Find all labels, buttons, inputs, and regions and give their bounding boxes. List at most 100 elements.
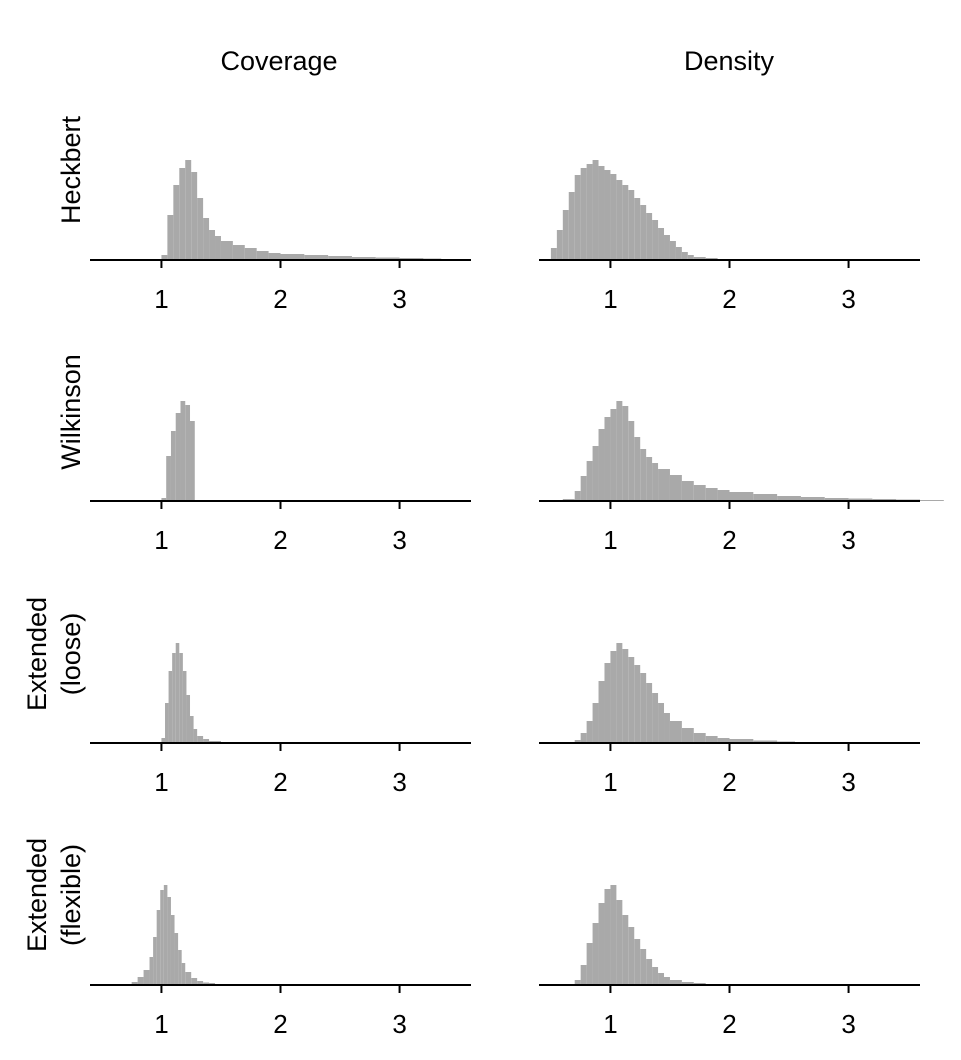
histogram-bar: [669, 980, 682, 985]
histogram-bar: [170, 915, 175, 985]
histogram-bar: [592, 923, 599, 985]
histogram-bar: [351, 257, 376, 260]
histogram-bar: [610, 651, 617, 743]
histogram-bar: [586, 164, 593, 260]
x-tick-label: 3: [392, 1009, 406, 1039]
histogram-bar: [203, 739, 210, 743]
panel-heckbert-density: 1 2 3: [539, 160, 920, 314]
column-title-coverage: Coverage: [220, 46, 337, 76]
panel-heckbert-coverage: 1 2 3: [90, 160, 471, 314]
histogram-bar: [675, 247, 682, 260]
histogram-bar: [610, 885, 617, 985]
histogram-bar: [182, 671, 187, 743]
x-tick-label: 3: [392, 525, 406, 555]
row-title-extended-flexible-line-2: (flexible): [56, 844, 86, 946]
row-title-heckbert-line-1: Heckbert: [56, 115, 86, 224]
histogram-bar: [568, 192, 575, 260]
histogram-bar: [174, 933, 179, 985]
x-tick-label: 2: [273, 284, 287, 314]
panels: 1 2 3 1 2 3 1 2 3 1 2 3 1 2 3 1 2 3 1 2 3 1 2 3: [90, 160, 944, 1039]
histogram-bar: [168, 671, 173, 743]
histogram-bar: [681, 982, 694, 985]
histogram-bar: [640, 949, 647, 985]
x-tick-label: 2: [722, 525, 736, 555]
histogram-bar: [646, 959, 653, 985]
histogram-bar: [170, 431, 176, 501]
x-tick-label: 2: [722, 284, 736, 314]
histogram-bar: [824, 498, 849, 501]
x-tick-label: 3: [392, 767, 406, 797]
histogram-bar: [622, 915, 629, 985]
histogram-bar: [161, 738, 166, 743]
histogram-bar: [131, 982, 138, 985]
x-tick-label: 3: [841, 284, 855, 314]
histogram-bar: [175, 413, 181, 501]
histogram-bar: [173, 185, 180, 260]
histogram-bar: [652, 463, 659, 501]
histogram-bar: [190, 716, 194, 743]
histogram-bar: [729, 492, 754, 501]
panel-extended-loose-coverage: 1 2 3: [90, 643, 471, 797]
histogram-bar: [669, 475, 682, 501]
histogram-bar: [179, 168, 186, 260]
histogram-bar: [652, 220, 659, 260]
histogram-bar: [729, 739, 754, 743]
histogram-bar: [179, 653, 183, 743]
histogram-bar: [848, 498, 873, 501]
histogram-bar: [616, 180, 623, 260]
histogram-bar: [161, 255, 168, 260]
histogram-bar: [640, 449, 647, 501]
histogram-bar: [717, 738, 730, 743]
row-title-wilkinson: Wilkinson: [56, 354, 86, 470]
histogram-bar: [669, 721, 682, 743]
histogram-bar: [598, 166, 605, 260]
x-tick-label: 2: [273, 767, 287, 797]
histogram-bar: [256, 251, 269, 260]
histogram-bar: [137, 977, 144, 985]
x-tick-label: 1: [603, 767, 617, 797]
histogram-bar: [163, 885, 168, 985]
histogram-bar: [574, 175, 581, 260]
histogram-bar: [178, 950, 182, 985]
histogram-bar: [658, 469, 670, 501]
histogram-bar: [574, 491, 581, 501]
histogram-bar: [209, 230, 216, 260]
row-title-wilkinson-line-1: Wilkinson: [56, 354, 86, 470]
histogram-bar: [550, 248, 557, 260]
row-title-extended-flexible: Extended (flexible): [22, 838, 86, 952]
histogram-bar: [628, 421, 635, 501]
histogram-bar: [646, 213, 653, 260]
row-title-extended-loose: Extended (loose): [22, 597, 86, 711]
histogram-bar: [634, 198, 641, 260]
histogram-bar: [598, 903, 605, 985]
histogram-bar: [598, 429, 605, 501]
histogram-bar: [705, 488, 718, 501]
histogram-bar: [777, 496, 801, 501]
histogram-bar: [156, 910, 161, 985]
histogram-bar: [628, 927, 635, 985]
x-tick-label: 3: [841, 767, 855, 797]
histogram-bar: [172, 653, 176, 743]
histogram-bar: [186, 695, 191, 743]
histogram-bar: [717, 490, 730, 501]
histogram-bar: [592, 703, 599, 743]
row-title-extended-loose-line-1: Extended: [22, 597, 52, 711]
panel-wilkinson-coverage: 1 2 3: [90, 401, 471, 555]
histogram-bar: [634, 939, 641, 985]
x-tick-label: 2: [273, 1009, 287, 1039]
histogram-bar: [610, 174, 617, 260]
histogram-bar: [244, 248, 257, 260]
x-tick-label: 2: [722, 767, 736, 797]
x-tick-label: 3: [841, 525, 855, 555]
histogram-bar: [598, 681, 605, 743]
x-tick-label: 1: [603, 284, 617, 314]
histogram-bar: [610, 409, 617, 501]
histogram-bar: [562, 210, 569, 260]
histogram-bar: [753, 494, 778, 501]
histogram-bar: [328, 256, 352, 260]
panel-extended-flexible-coverage: 1 2 3: [90, 885, 471, 1039]
x-tick-label: 3: [841, 1009, 855, 1039]
histogram-bar: [693, 733, 706, 743]
histogram-bar: [622, 649, 629, 743]
histogram-bar: [185, 160, 192, 260]
